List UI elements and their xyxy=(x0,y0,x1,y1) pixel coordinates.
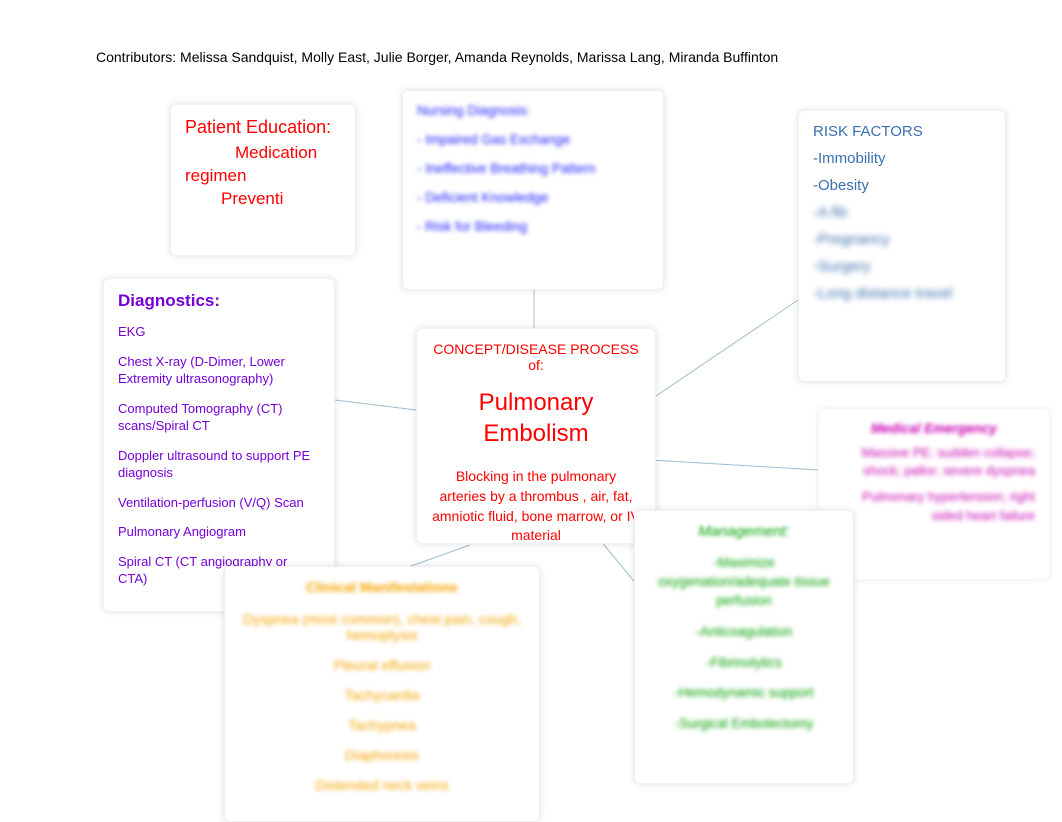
medical-emergency-title: Medical Emergency xyxy=(833,421,1035,436)
management-title: Management: xyxy=(649,523,839,540)
concept-description: Blocking in the pulmonary arteries by a … xyxy=(431,467,641,545)
risk-factors-clear: -Immobility -Obesity xyxy=(813,150,991,194)
clinical-manifestations-list: Dyspnea (most common), chest pain, cough… xyxy=(239,611,525,793)
patient-education-list: Medication regimen Preventi xyxy=(185,142,341,211)
concept-center-box: CONCEPT/DISEASE PROCESS of: Pulmonary Em… xyxy=(416,328,656,544)
diagnostics-list: EKG Chest X-ray (D-Dimer, Lower Extremit… xyxy=(118,323,320,588)
contributors-text: Contributors: Melissa Sandquist, Molly E… xyxy=(96,49,778,65)
diagnostics-title: Diagnostics: xyxy=(118,291,320,311)
concept-title: Pulmonary Embolism xyxy=(431,387,641,449)
clinical-manifestations-title: Clinical Manifestations xyxy=(239,579,525,595)
medical-emergency-list: Massive PE: sudden collapse; shock; pall… xyxy=(833,444,1035,525)
risk-factors-title: RISK FACTORS xyxy=(813,123,991,140)
nursing-diagnosis-list: Nursing Diagnosis: - Impaired Gas Exchan… xyxy=(417,103,649,234)
management-box: Management: -Maximize oxygenation/adequa… xyxy=(634,510,854,784)
management-list: -Maximize oxygenation/adequate tissue pe… xyxy=(649,554,839,734)
risk-factors-blur: -A fib -Pregnancy -Surgery -Long distanc… xyxy=(813,204,991,302)
risk-factors-box: RISK FACTORS -Immobility -Obesity -A fib… xyxy=(798,110,1006,382)
clinical-manifestations-box: Clinical Manifestations Dyspnea (most co… xyxy=(224,566,540,822)
concept-label: CONCEPT/DISEASE PROCESS of: xyxy=(431,341,641,373)
nursing-diagnosis-box: Nursing Diagnosis: - Impaired Gas Exchan… xyxy=(402,90,664,290)
diagnostics-box: Diagnostics: EKG Chest X-ray (D-Dimer, L… xyxy=(103,278,335,612)
patient-education-title: Patient Education: xyxy=(185,117,341,138)
patient-education-box: Patient Education: Medication regimen Pr… xyxy=(170,104,356,256)
